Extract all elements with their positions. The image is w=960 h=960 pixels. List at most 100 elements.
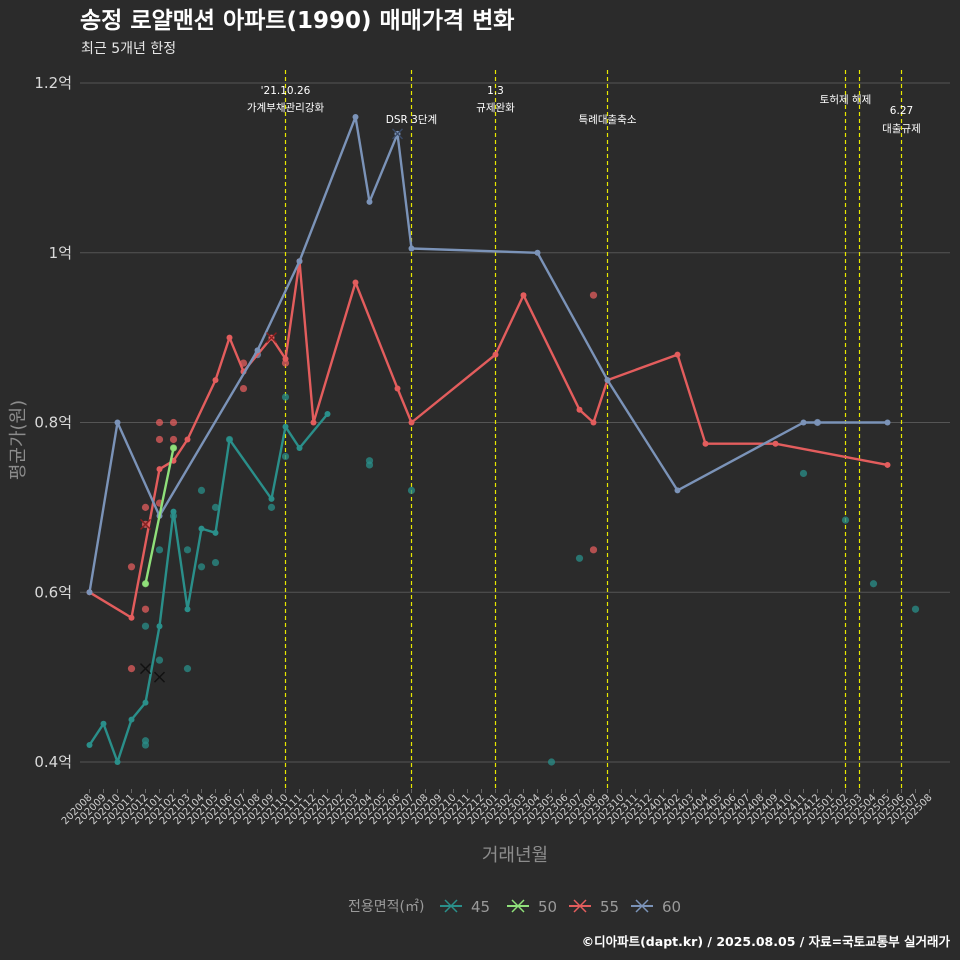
data-point-45 (141, 741, 150, 749)
data-point-45 (575, 554, 584, 562)
series-vertex-60 (604, 377, 611, 384)
series-line-50 (144, 447, 175, 585)
data-point-45 (211, 503, 220, 511)
x-axis-title: 거래년월 (482, 845, 548, 866)
series-vertex-60 (408, 245, 415, 252)
series-vertex-55 (492, 351, 499, 358)
event-text-label: 가계부채관리강화 (247, 102, 325, 114)
data-point-45 (281, 452, 290, 461)
legend-swatch-cross (573, 899, 587, 913)
data-point-45 (281, 393, 290, 401)
series-vertex-55 (226, 334, 233, 341)
series-vertex-45 (212, 529, 219, 536)
series-vertex-45 (114, 759, 121, 765)
event-text-label: 대출규제 (882, 123, 921, 135)
data-point-55 (127, 563, 136, 571)
series-layer (86, 113, 920, 766)
series-vertex-45 (198, 525, 205, 532)
legend-swatch-cross (635, 899, 649, 913)
data-point-55 (281, 359, 290, 367)
series-vertex-45 (170, 508, 177, 515)
cross-stroke (154, 671, 165, 683)
legend-title: 전용면적(㎡) (348, 899, 424, 915)
y-tick-label: 0.4억 (34, 753, 72, 771)
series-vertex-60 (814, 419, 821, 426)
cross-stroke (392, 128, 403, 140)
series-vertex-55 (884, 461, 891, 468)
source-caption: ©디아파트(dapt.kr) / 2025.08.05 / 자료=국토교통부 실… (582, 934, 951, 949)
series-vertex-55 (576, 406, 583, 413)
data-point-45 (183, 546, 192, 554)
event-text-label: DSR 3단계 (386, 114, 437, 126)
series-vertex-55 (590, 419, 597, 426)
series-vertex-45 (296, 444, 303, 451)
series-vertex-55 (394, 385, 401, 392)
series-vertex-55 (702, 440, 709, 447)
legend-item-60: 60 (631, 898, 681, 916)
series-vertex-60 (114, 419, 121, 426)
series-vertex-45 (100, 720, 107, 727)
data-point-55 (589, 546, 598, 554)
y-tick-label: 0.6억 (34, 583, 72, 601)
data-point-55 (141, 503, 150, 511)
cross-stroke (140, 663, 151, 675)
y-tick-labels: 0.4억 0.6억 0.8억 1억 1.2억 (34, 74, 72, 771)
series-vertex-60 (86, 589, 93, 596)
cancelled-deal-marker-55 (140, 518, 151, 530)
cross-stroke (140, 518, 151, 530)
data-point-45 (911, 605, 920, 613)
series-vertex-55 (128, 614, 135, 621)
chart-subtitle: 최근 5개년 한정 (81, 41, 176, 57)
data-point-55 (589, 291, 598, 299)
series-vertex-55 (310, 419, 317, 426)
legend: 전용면적(㎡) 45 50 55 60 (348, 898, 681, 916)
data-point-55 (155, 418, 164, 427)
event-date-label: 1.3 (487, 85, 504, 97)
data-point-55 (155, 435, 164, 444)
data-point-45 (155, 656, 164, 664)
chart-title: 송정 로얄맨션 아파트(1990) 매매가격 변화 (80, 8, 514, 34)
series-vertex-45 (226, 436, 233, 443)
cancelled-deal-marker-60 (392, 128, 403, 140)
series-vertex-55 (156, 466, 163, 473)
data-point-55 (169, 418, 178, 427)
series-vertex-55 (212, 377, 219, 384)
series-vertex-60 (366, 198, 373, 205)
data-point-55 (141, 605, 150, 613)
series-vertex-55 (352, 279, 359, 286)
data-point-45 (141, 622, 150, 630)
series-vertex-45 (184, 606, 191, 613)
legend-label: 45 (471, 898, 490, 916)
series-vertex-55 (520, 292, 527, 299)
series-line-55 (88, 260, 888, 619)
series-vertex-50 (142, 580, 149, 587)
data-point-55 (239, 384, 248, 393)
data-point-45 (365, 461, 374, 469)
series-vertex-55 (674, 351, 681, 358)
series-vertex-55 (408, 419, 415, 426)
series-vertex-60 (296, 258, 303, 265)
event-date-label: '21.10.26 (261, 85, 311, 97)
data-point-45 (183, 665, 192, 673)
legend-swatch-cross (444, 899, 458, 913)
event-text-label: 규제완화 (476, 101, 515, 114)
event-text-label: 토허제 해제 (820, 93, 872, 106)
data-point-45 (197, 486, 206, 494)
data-point-45 (407, 486, 416, 494)
series-vertex-45 (156, 623, 163, 630)
series-vertex-60 (800, 419, 807, 426)
data-point-45 (869, 580, 878, 588)
series-vertex-60 (884, 419, 891, 426)
series-vertex-60 (674, 487, 681, 494)
legend-swatch-cross (511, 899, 525, 913)
series-vertex-45 (282, 423, 289, 430)
y-tick-label: 1.2억 (34, 74, 72, 92)
series-vertex-60 (352, 113, 359, 120)
data-point-45 (799, 469, 808, 478)
series-vertex-60 (534, 249, 541, 256)
series-vertex-45 (268, 495, 275, 502)
y-tick-label: 0.8억 (34, 414, 72, 432)
series-vertex-55 (184, 436, 191, 443)
